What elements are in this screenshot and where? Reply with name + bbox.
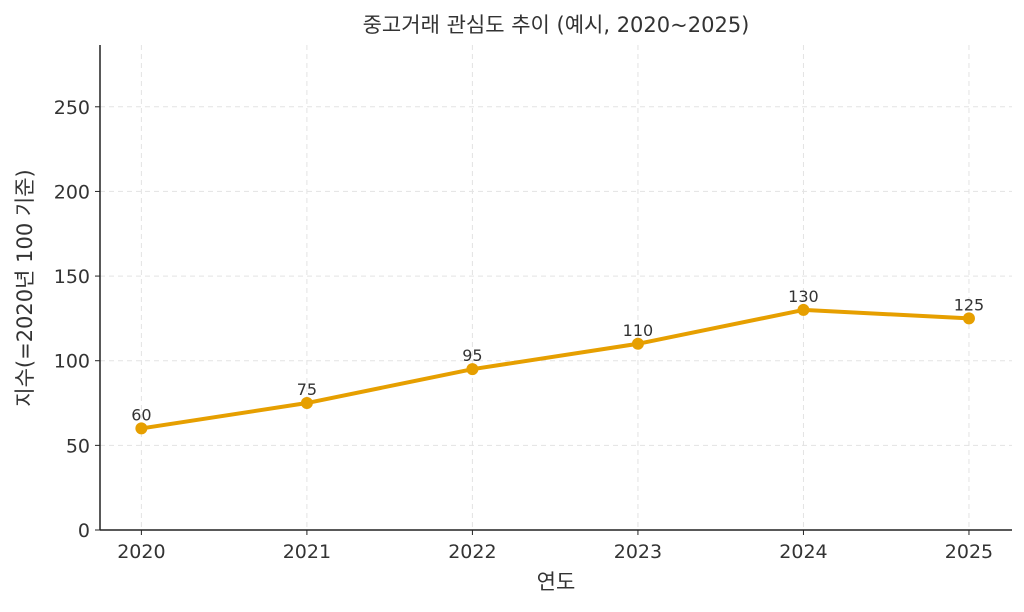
data-point <box>135 422 148 435</box>
ticks: 0 50 100 150 200 250 2020 2021 2022 2023 2024 2025 <box>54 97 993 563</box>
data-point <box>466 363 479 376</box>
data-label: 130 <box>788 287 819 306</box>
y-tick-label: 150 <box>54 266 90 288</box>
y-tick-label: 250 <box>54 97 90 119</box>
y-tick-label: 200 <box>54 181 90 203</box>
x-tick-label: 2025 <box>945 541 993 563</box>
y-tick-label: 0 <box>78 520 90 542</box>
data-label: 95 <box>462 346 482 365</box>
x-tick-label: 2022 <box>448 541 496 563</box>
y-tick-label: 50 <box>66 435 90 457</box>
grid <box>100 45 1012 530</box>
x-tick-label: 2023 <box>614 541 662 563</box>
x-tick-label: 2021 <box>283 541 331 563</box>
data-point <box>797 303 810 316</box>
chart-title: 중고거래 관심도 추이 (예시, 2020~2025) <box>363 13 750 37</box>
x-tick-label: 2020 <box>117 541 165 563</box>
data-label: 110 <box>623 321 654 340</box>
y-axis-label: 지수(=2020년 100 기준) <box>13 169 37 406</box>
data-label: 60 <box>131 405 151 424</box>
data-label: 75 <box>297 380 317 399</box>
series-line <box>141 307 970 431</box>
data-label: 125 <box>954 295 985 314</box>
series: 60 75 95 110 130 125 <box>131 287 985 435</box>
y-tick-label: 100 <box>54 351 90 373</box>
data-point <box>962 312 975 325</box>
x-axis-label: 연도 <box>537 570 576 594</box>
data-point <box>631 337 644 350</box>
data-point <box>300 397 313 410</box>
x-tick-label: 2024 <box>779 541 827 563</box>
